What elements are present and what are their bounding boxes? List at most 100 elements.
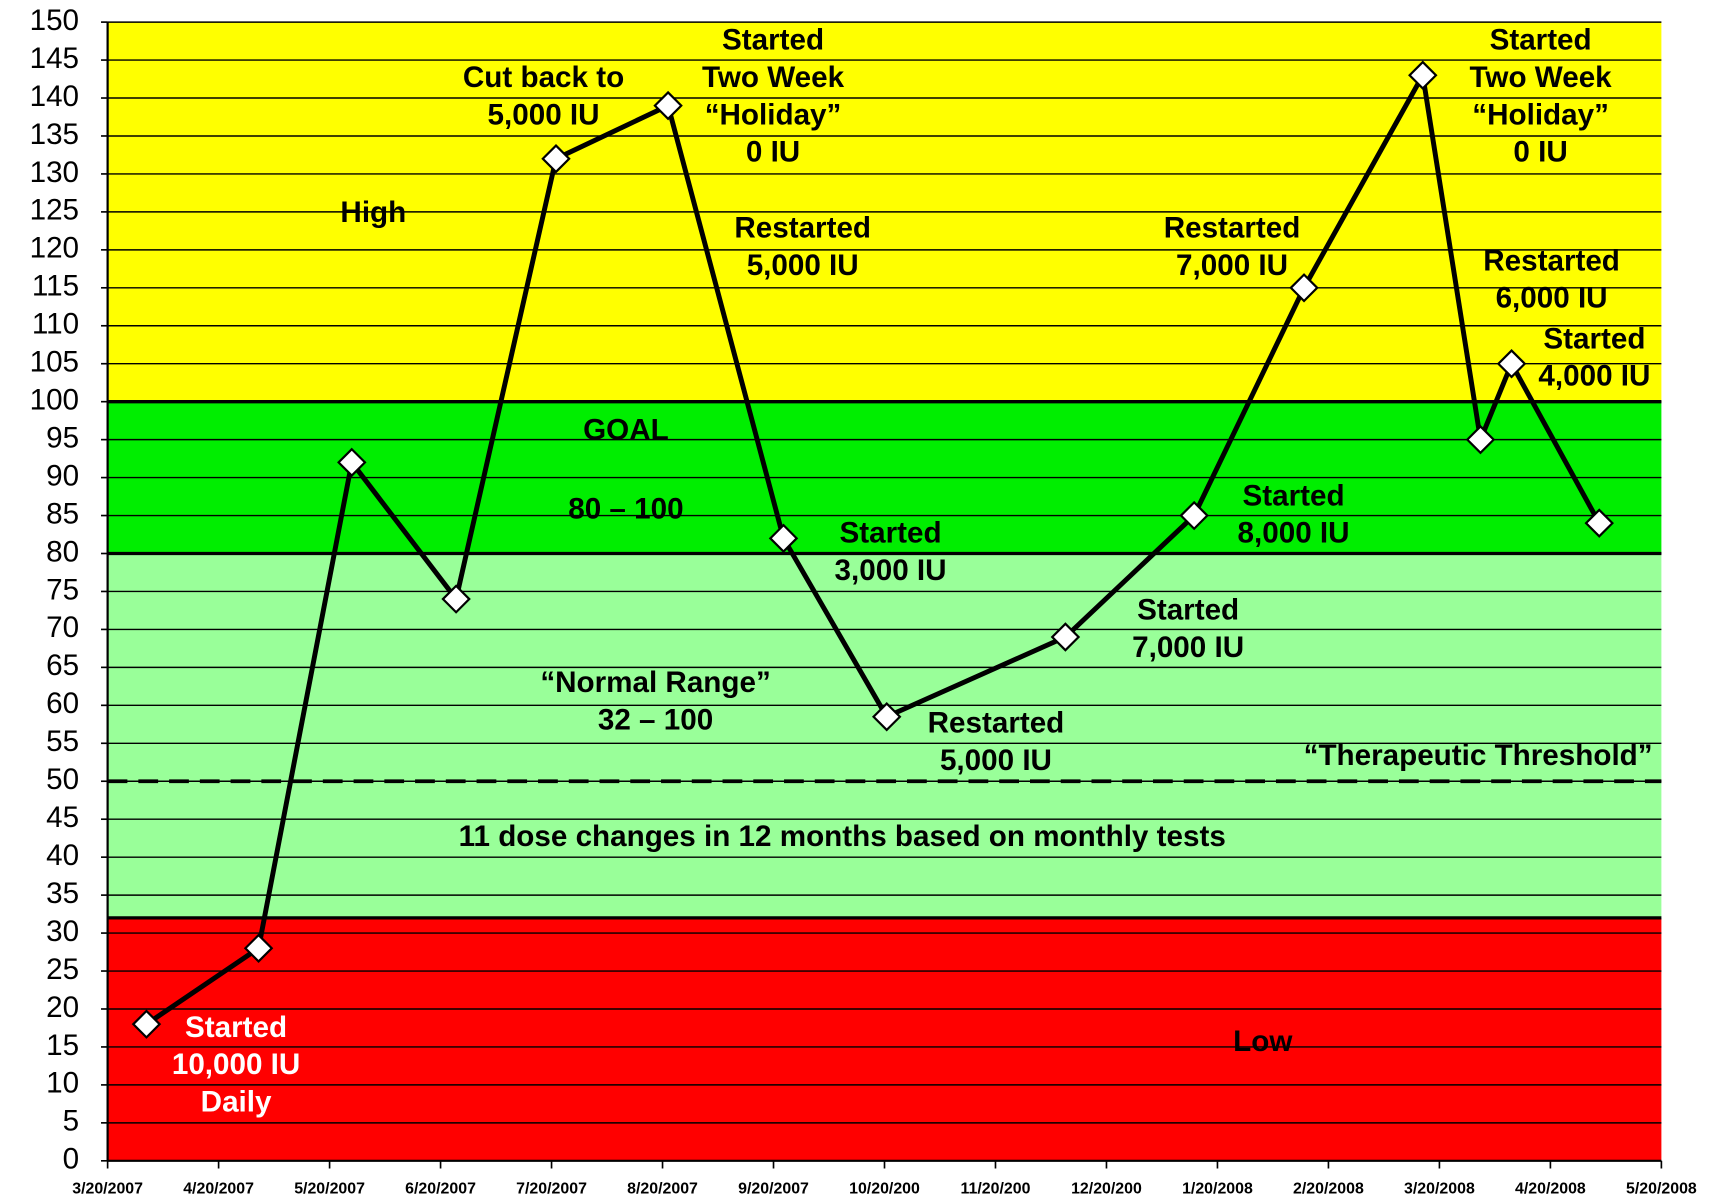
annotation: 5,000 IU bbox=[488, 98, 600, 131]
annotation: Started bbox=[1137, 594, 1239, 627]
annotation: “Holiday” bbox=[705, 98, 842, 131]
annotation: Restarted bbox=[1483, 244, 1620, 277]
x-tick-label: 3/20/2007 bbox=[72, 1181, 143, 1195]
annotation: Started bbox=[840, 517, 942, 550]
annotation: Started bbox=[1490, 24, 1592, 57]
y-tick-label: 125 bbox=[30, 194, 79, 227]
data-point bbox=[653, 90, 683, 121]
annotation: Started bbox=[722, 24, 824, 57]
annotation: Cut back to bbox=[463, 61, 624, 94]
band bbox=[107, 917, 1662, 1161]
annotation: 6,000 IU bbox=[1496, 282, 1608, 315]
annotation: 3,000 IU bbox=[835, 554, 947, 587]
x-tick-label: 9/20/2007 bbox=[738, 1181, 809, 1195]
annotation: “Holiday” bbox=[1472, 98, 1609, 131]
annotation: “Normal Range” bbox=[540, 666, 770, 699]
annotation: 32 – 100 bbox=[598, 703, 713, 736]
data-point bbox=[337, 447, 367, 478]
y-tick-label: 100 bbox=[30, 384, 79, 417]
y-tick-label: 110 bbox=[32, 308, 79, 341]
x-tick-label: 11/20/200 bbox=[961, 1181, 1031, 1195]
data-point bbox=[1496, 348, 1527, 379]
y-tick-label: 40 bbox=[46, 839, 79, 872]
annotation: Restarted bbox=[928, 707, 1065, 740]
y-tick-label: 120 bbox=[30, 232, 79, 265]
annotation: 7,000 IU bbox=[1176, 249, 1288, 282]
y-tick-label: 70 bbox=[46, 611, 79, 644]
y-tick-label: 20 bbox=[46, 991, 79, 1024]
x-tick-label: 12/20/200 bbox=[1071, 1181, 1142, 1195]
annotation: 80 – 100 bbox=[568, 493, 683, 526]
annotation: 7,000 IU bbox=[1132, 631, 1244, 664]
data-point bbox=[1179, 500, 1209, 531]
y-tick-label: 90 bbox=[46, 459, 79, 492]
annotation: 4,000 IU bbox=[1538, 360, 1650, 393]
data-point bbox=[441, 584, 471, 614]
annotation: Two Week bbox=[702, 61, 845, 94]
x-tick-label: 3/20/2008 bbox=[1404, 1181, 1475, 1195]
data-point bbox=[1289, 273, 1319, 303]
data-point bbox=[541, 144, 571, 174]
data-point bbox=[1584, 508, 1614, 538]
data-point bbox=[1408, 60, 1438, 90]
annotation: Started bbox=[185, 1011, 287, 1044]
y-tick-label: 115 bbox=[32, 270, 79, 303]
y-tick-label: 145 bbox=[30, 42, 79, 75]
data-point bbox=[1465, 424, 1496, 455]
x-tick-label: 2/20/2008 bbox=[1293, 1181, 1364, 1195]
annotation: Restarted bbox=[1164, 211, 1301, 244]
annotation: Restarted bbox=[734, 211, 871, 244]
y-tick-label: 30 bbox=[46, 915, 79, 948]
y-tick-label: 75 bbox=[46, 573, 79, 606]
threshold-label: “Therapeutic Threshold” bbox=[1304, 739, 1653, 772]
annotation: 10,000 IU bbox=[172, 1048, 300, 1081]
x-tick-label: 5/20/2007 bbox=[294, 1181, 365, 1195]
x-tick-label: 8/20/2007 bbox=[627, 1181, 698, 1195]
data-point bbox=[871, 701, 902, 732]
y-tick-label: 140 bbox=[30, 80, 79, 113]
y-tick-label: 60 bbox=[46, 687, 79, 720]
y-tick-label: 50 bbox=[46, 763, 79, 796]
x-tick-label: 1/20/2008 bbox=[1182, 1181, 1253, 1195]
annotation: Daily bbox=[201, 1086, 272, 1119]
y-tick-label: 95 bbox=[46, 421, 79, 454]
x-tick-label: 4/20/2007 bbox=[183, 1181, 254, 1195]
annotation: 0 IU bbox=[746, 136, 800, 169]
y-tick-label: 15 bbox=[46, 1029, 79, 1062]
y-tick-label: 65 bbox=[46, 649, 79, 682]
annotation: 5,000 IU bbox=[940, 744, 1052, 777]
data-point bbox=[131, 1009, 162, 1039]
annotation: Started bbox=[1242, 479, 1344, 512]
band bbox=[107, 553, 1662, 918]
y-tick-label: 25 bbox=[46, 953, 79, 986]
data-point bbox=[768, 523, 799, 554]
annotation: 0 IU bbox=[1513, 136, 1567, 169]
x-tick-label: 4/20/2008 bbox=[1515, 1181, 1586, 1195]
annotation: High bbox=[340, 196, 406, 229]
x-tick-label: 5/20/2008 bbox=[1626, 1181, 1697, 1195]
y-tick-label: 130 bbox=[30, 156, 79, 189]
annotation: 11 dose changes in 12 months based on mo… bbox=[459, 820, 1226, 853]
y-tick-label: 10 bbox=[46, 1067, 79, 1100]
y-tick-label: 135 bbox=[30, 118, 79, 151]
y-tick-label: 35 bbox=[46, 877, 79, 910]
annotation: 8,000 IU bbox=[1238, 517, 1350, 550]
data-point bbox=[243, 933, 274, 963]
annotation: Low bbox=[1233, 1025, 1293, 1058]
data-point bbox=[1050, 622, 1081, 652]
x-tick-label: 10/20/200 bbox=[849, 1181, 920, 1195]
y-tick-label: 5 bbox=[63, 1105, 79, 1138]
y-tick-label: 85 bbox=[46, 497, 79, 530]
annotation: Started bbox=[1543, 322, 1645, 355]
x-tick-label: 7/20/2007 bbox=[516, 1181, 587, 1195]
annotation: GOAL bbox=[583, 414, 669, 447]
y-tick-label: 105 bbox=[30, 346, 79, 379]
y-tick-label: 55 bbox=[46, 725, 79, 758]
annotation: Two Week bbox=[1470, 61, 1613, 94]
annotation: 5,000 IU bbox=[747, 249, 859, 282]
y-tick-label: 45 bbox=[46, 801, 79, 834]
y-tick-label: 0 bbox=[63, 1143, 79, 1176]
y-tick-label: 80 bbox=[46, 535, 79, 568]
y-tick-label: 150 bbox=[30, 4, 79, 37]
